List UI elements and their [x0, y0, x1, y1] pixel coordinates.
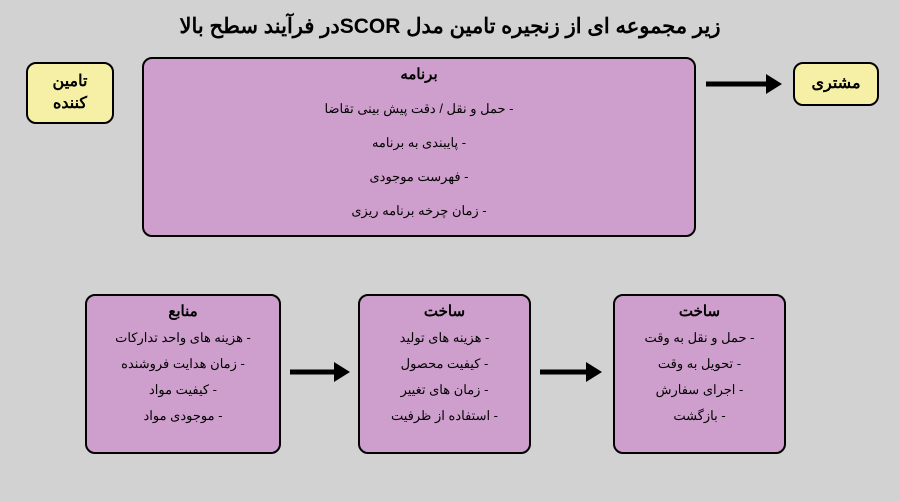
make-item: - کیفیت محصول	[368, 356, 521, 372]
customer-box: مشتری	[793, 62, 879, 106]
make-to-deliver	[540, 362, 602, 382]
source-item: - موجودی مواد	[95, 408, 271, 424]
plan-item: - فهرست موجودی	[152, 169, 686, 185]
source-item: - هزینه های واحد تدارکات	[95, 330, 271, 346]
deliver-item: - اجرای سفارش	[623, 382, 776, 398]
make-item: - هزینه های تولید	[368, 330, 521, 346]
deliver-box: ساخت - حمل و نقل به وقت - تحویل به وقت -…	[613, 294, 786, 454]
plan-item: - پایبندی به برنامه	[152, 135, 686, 151]
source-item: - کیفیت مواد	[95, 382, 271, 398]
source-to-make	[290, 362, 350, 382]
plan-box: برنامه - حمل و نقل / دقت پیش بینی تقاضا …	[142, 57, 696, 237]
plan-header: برنامه	[152, 65, 686, 83]
deliver-item: - حمل و نقل به وقت	[623, 330, 776, 346]
make-box: ساخت - هزینه های تولید - کیفیت محصول - ز…	[358, 294, 531, 454]
supplier-box: تامین کننده	[26, 62, 114, 124]
source-box: منابع - هزینه های واحد تدارکات - زمان هد…	[85, 294, 281, 454]
make-header: ساخت	[368, 302, 521, 320]
source-item: - زمان هدایت فروشنده	[95, 356, 271, 372]
diagram-canvas: زیر مجموعه ای از زنجیره تامین مدل SCORدر…	[0, 0, 900, 501]
supplier-line1: تامین	[53, 71, 88, 93]
deliver-item: - بازگشت	[623, 408, 776, 424]
deliver-item: - تحویل به وقت	[623, 356, 776, 372]
make-item: - استفاده از ظرفیت	[368, 408, 521, 424]
diagram-title: زیر مجموعه ای از زنجیره تامین مدل SCORدر…	[0, 14, 900, 39]
customer-label: مشتری	[811, 73, 860, 95]
plan-to-customer	[706, 74, 782, 94]
supplier-line2: کننده	[53, 93, 87, 115]
deliver-header: ساخت	[623, 302, 776, 320]
make-item: - زمان های تغییر	[368, 382, 521, 398]
source-header: منابع	[95, 302, 271, 320]
plan-item: - حمل و نقل / دقت پیش بینی تقاضا	[152, 101, 686, 117]
plan-item: - زمان چرخه برنامه ریزی	[152, 203, 686, 219]
